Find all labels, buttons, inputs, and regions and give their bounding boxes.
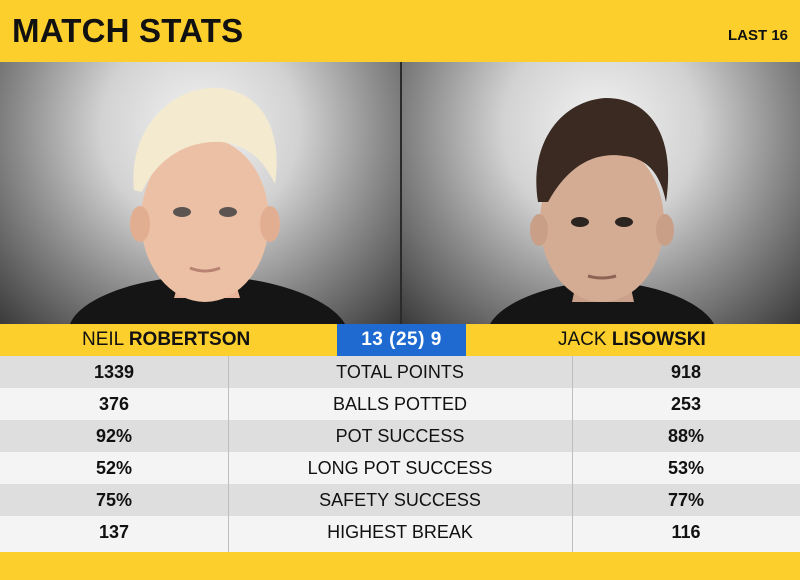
stat-row: 52% LONG POT SUCCESS 53% bbox=[0, 452, 800, 484]
player-name-left: NEIL ROBERTSON bbox=[82, 329, 250, 351]
name-bar: NEIL ROBERTSON 13 (25) 9 JACK LISOWSKI bbox=[0, 324, 800, 356]
stat-value-left: 75% bbox=[95, 490, 133, 510]
stat-value-left: 1339 bbox=[93, 362, 135, 382]
stat-value-left: 92% bbox=[95, 426, 133, 446]
stat-row: 376 BALLS POTTED 253 bbox=[0, 388, 800, 420]
player-last-name-left: ROBERTSON bbox=[128, 329, 251, 350]
stat-value-left: 137 bbox=[98, 522, 130, 542]
stat-value-right: 918 bbox=[670, 362, 702, 382]
portrait-left-image bbox=[70, 87, 345, 324]
round-label: LAST 16 bbox=[727, 27, 788, 44]
stat-value-left: 376 bbox=[98, 394, 130, 414]
stat-row: 75% SAFETY SUCCESS 77% bbox=[0, 484, 800, 516]
stat-label: TOTAL POINTS bbox=[336, 362, 464, 382]
stat-value-right: 53% bbox=[667, 458, 705, 478]
player-first-name-right: JACK bbox=[558, 329, 607, 350]
stat-label: HIGHEST BREAK bbox=[327, 522, 473, 542]
player-last-name-right: LISOWSKI bbox=[611, 329, 706, 350]
player-name-right: JACK LISOWSKI bbox=[558, 329, 706, 351]
stat-value-right: 253 bbox=[670, 394, 702, 414]
stat-row: 137 HIGHEST BREAK 116 bbox=[0, 516, 800, 552]
page-title: MATCH STATS bbox=[12, 12, 244, 49]
column-divider bbox=[228, 356, 229, 552]
stat-value-right: 77% bbox=[667, 490, 705, 510]
stat-value-right: 116 bbox=[671, 522, 701, 542]
stat-label: SAFETY SUCCESS bbox=[319, 490, 481, 510]
match-score: 13 (25) 9 bbox=[337, 324, 466, 356]
header-bar: MATCH STATS LAST 16 bbox=[0, 0, 800, 62]
player-first-name-left: NEIL bbox=[82, 329, 124, 350]
photo-divider bbox=[400, 62, 402, 324]
stat-row: 92% POT SUCCESS 88% bbox=[0, 420, 800, 452]
player-photo-left bbox=[0, 62, 400, 324]
stat-label: BALLS POTTED bbox=[332, 394, 468, 414]
player-photos bbox=[0, 62, 800, 324]
portrait-right-image bbox=[490, 98, 714, 324]
stat-value-left: 52% bbox=[95, 458, 133, 478]
stats-table: 1339 TOTAL POINTS 918 376 BALLS POTTED 2… bbox=[0, 356, 800, 552]
footer-bar bbox=[0, 552, 800, 580]
stat-label: POT SUCCESS bbox=[335, 426, 465, 446]
stat-value-right: 88% bbox=[667, 426, 705, 446]
stat-label: LONG POT SUCCESS bbox=[307, 458, 493, 478]
player-photo-right bbox=[402, 62, 800, 324]
column-divider bbox=[572, 356, 573, 552]
stat-row: 1339 TOTAL POINTS 918 bbox=[0, 356, 800, 388]
